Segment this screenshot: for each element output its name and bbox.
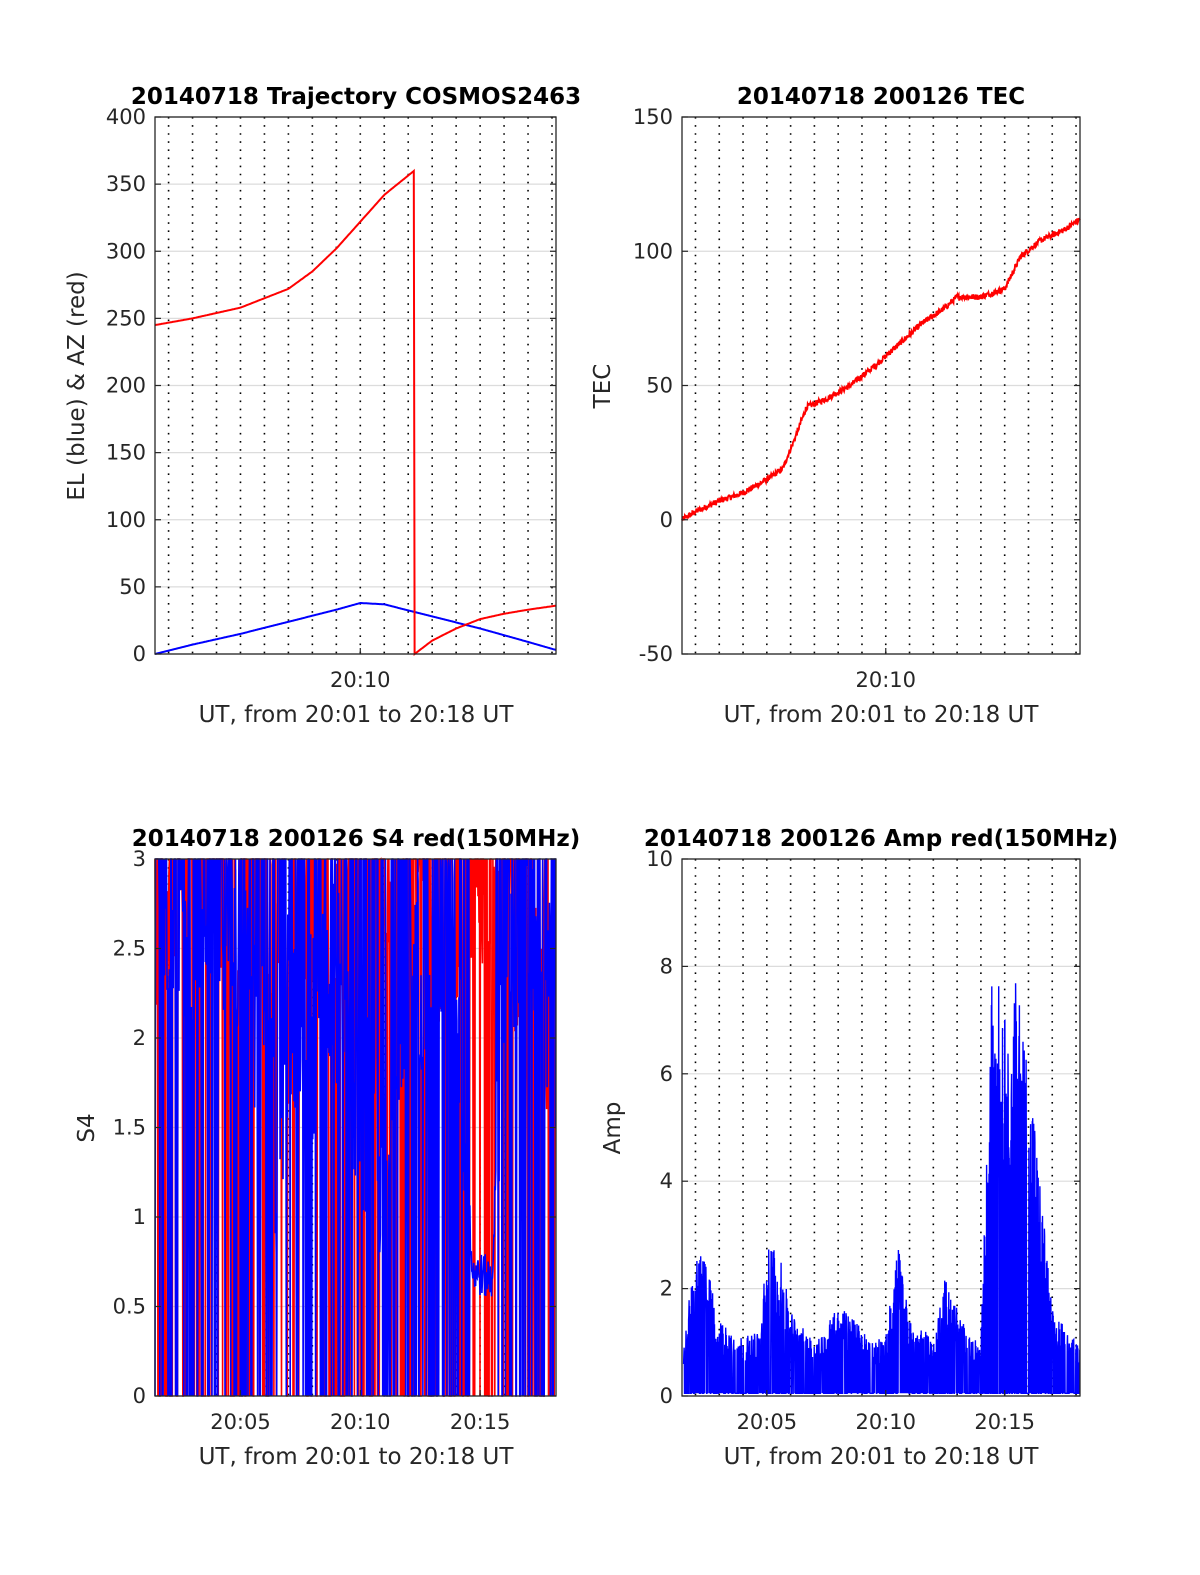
tec-panel: 20:10 -50 0 50 100 150 20140718 200126 TEC U… — [590, 84, 1081, 728]
trajectory-y-tick-label: 350 — [106, 172, 146, 196]
amp-y-tick-label: 2 — [660, 1277, 673, 1301]
amp-y-ticks: 0 2 4 6 8 10 — [646, 847, 1080, 1408]
tec-y-tick-label: 150 — [633, 105, 673, 129]
s4-panel: 20:05 20:10 20:15 0 0.5 1 1.5 2 2.5 3 20140718 2… — [74, 826, 580, 1470]
tec-y-tick-label: 50 — [646, 374, 673, 398]
s4-x-label: UT, from 20:01 to 20:18 UT — [199, 1444, 515, 1470]
tec-y-tick-label: -50 — [639, 642, 673, 666]
tec-title: 20140718 200126 TEC — [737, 84, 1025, 110]
amp-y-tick-label: 8 — [660, 954, 673, 978]
elevation-series-line — [154, 602, 557, 655]
tec-x-label: UT, from 20:01 to 20:18 UT — [724, 702, 1040, 728]
amp-x-tick-label: 20:05 — [737, 1410, 798, 1434]
s4-x-ticks: 20:05 20:10 20:15 — [210, 1390, 510, 1434]
trajectory-panel: 20:10 0 50 100 150 200 250 300 350 400 20140718 … — [64, 84, 581, 728]
tec-x-ticks: 20:10 — [855, 648, 916, 692]
amp-axes-box — [681, 858, 1081, 1397]
trajectory-y-ticks: 0 50 100 150 200 250 300 350 400 — [106, 105, 556, 666]
amp-x-ticks: 20:05 20:10 20:15 — [737, 1390, 1035, 1434]
trajectory-y-tick-label: 250 — [106, 306, 146, 330]
amp-x-label: UT, from 20:01 to 20:18 UT — [724, 1444, 1040, 1470]
s4-y-tick-label: 0.5 — [113, 1295, 146, 1319]
s4-y-tick-label: 3 — [133, 847, 146, 871]
amp-x-tick-label: 20:10 — [855, 1410, 916, 1434]
amp-panel: 20:05 20:10 20:15 0 2 4 6 8 10 20140718 200126 … — [600, 826, 1118, 1470]
trajectory-y-tick-label: 300 — [106, 239, 146, 263]
amp-y-tick-label: 10 — [646, 847, 673, 871]
s4-y-tick-label: 2 — [133, 1026, 146, 1050]
s4-x-tick-label: 20:05 — [210, 1410, 271, 1434]
s4-y-tick-label: 2.5 — [113, 937, 146, 961]
tec-y-label: TEC — [590, 364, 616, 410]
amp-y-label: Amp — [600, 1102, 626, 1155]
amp-y-tick-label: 0 — [660, 1384, 673, 1408]
tec-series-line — [681, 217, 1081, 521]
s4-x-tick-label: 20:10 — [330, 1410, 391, 1434]
amp-x-tick-label: 20:15 — [974, 1410, 1035, 1434]
trajectory-y-tick-label: 200 — [106, 374, 146, 398]
amp-title: 20140718 200126 Amp red(150MHz) — [644, 826, 1118, 852]
azimuth-series-line — [154, 168, 557, 656]
s4-title: 20140718 200126 S4 red(150MHz) — [132, 826, 581, 852]
trajectory-x-tick-label: 20:10 — [330, 668, 391, 692]
s4-y-tick-label: 1.5 — [113, 1116, 146, 1140]
amp-y-tick-label: 6 — [660, 1062, 673, 1086]
tec-series — [681, 217, 1081, 521]
amp-y-tick-label: 4 — [660, 1169, 673, 1193]
trajectory-y-tick-label: 0 — [133, 642, 146, 666]
s4-x-tick-label: 20:15 — [450, 1410, 511, 1434]
trajectory-y-tick-label: 150 — [106, 441, 146, 465]
trajectory-y-tick-label: 50 — [119, 575, 146, 599]
s4-series — [154, 857, 557, 1397]
trajectory-y-tick-label: 100 — [106, 508, 146, 532]
tec-y-ticks: -50 0 50 100 150 — [633, 105, 1080, 666]
amp-grid — [682, 858, 1080, 1397]
trajectory-y-tick-label: 400 — [106, 105, 146, 129]
s4-y-ticks: 0 0.5 1 1.5 2 2.5 3 — [113, 847, 556, 1408]
trajectory-series — [154, 168, 557, 656]
tec-grid — [682, 116, 1080, 655]
tec-y-tick-label: 0 — [660, 508, 673, 532]
s4-y-tick-label: 0 — [133, 1384, 146, 1408]
trajectory-x-ticks: 20:10 — [330, 648, 391, 692]
amp-series — [682, 983, 1081, 1395]
tec-y-tick-label: 100 — [633, 239, 673, 263]
trajectory-title: 20140718 Trajectory COSMOS2463 — [131, 84, 581, 110]
trajectory-grid — [155, 116, 556, 655]
s4-y-tick-label: 1 — [133, 1205, 146, 1229]
tec-x-tick-label: 20:10 — [855, 668, 916, 692]
amp-series-line — [682, 983, 1081, 1395]
trajectory-y-label: EL (blue) & AZ (red) — [64, 271, 90, 500]
s4-y-label: S4 — [74, 1113, 100, 1142]
trajectory-x-label: UT, from 20:01 to 20:18 UT — [199, 702, 515, 728]
